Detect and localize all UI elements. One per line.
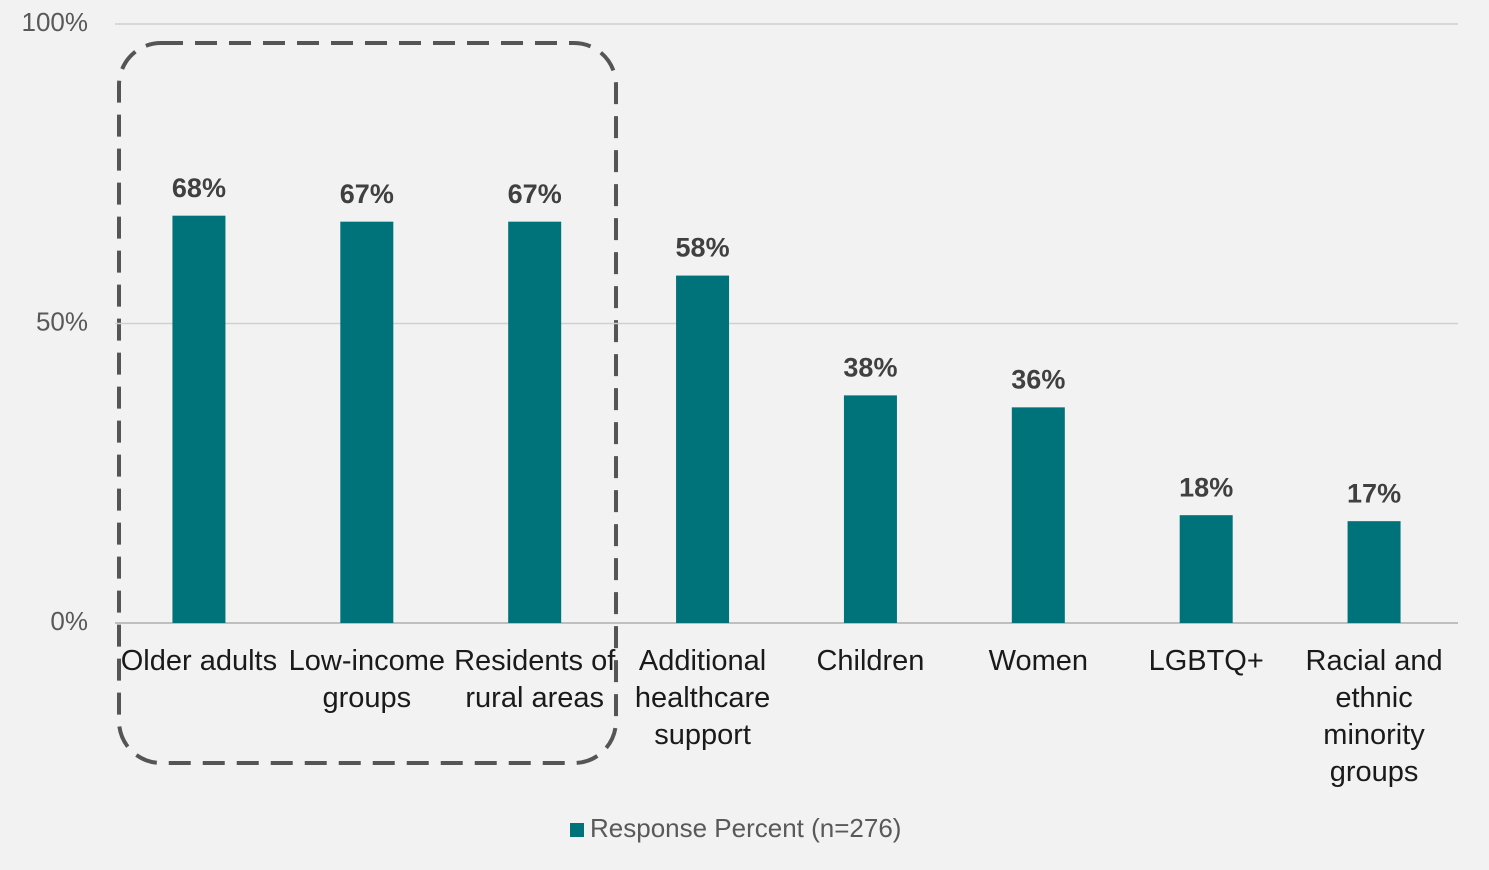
x-tick-label: Children: [816, 645, 925, 677]
data-label: 38%: [843, 353, 897, 383]
bar: [340, 221, 394, 624]
x-tick-label: Additional healthcare support: [634, 645, 771, 751]
data-label: 67%: [340, 179, 394, 209]
x-tick-label: Low-income groups: [288, 645, 445, 714]
x-tick-label: LGBTQ+: [1148, 645, 1264, 677]
data-label: 17%: [1347, 478, 1401, 508]
bar: [172, 215, 226, 623]
x-tick-label: Women: [988, 645, 1088, 677]
data-label: 58%: [676, 233, 730, 263]
y-tick-label: 0%: [50, 606, 88, 636]
legend-swatch: [570, 823, 584, 837]
x-tick-label: Older adults: [120, 645, 278, 677]
bar: [843, 395, 897, 623]
bar: [1011, 407, 1065, 623]
data-label: 36%: [1011, 364, 1065, 394]
x-tick-label: Racial and ethnic minority groups: [1305, 645, 1443, 788]
y-tick-label: 100%: [22, 7, 89, 37]
y-tick-label: 50%: [36, 306, 88, 336]
data-label: 67%: [508, 179, 562, 209]
x-tick-label: Residents of rural areas: [454, 645, 616, 714]
bar: [1347, 521, 1401, 623]
data-label: 68%: [172, 173, 226, 203]
legend-label: Response Percent (n=276): [590, 813, 901, 843]
data-label: 18%: [1179, 472, 1233, 502]
bar: [508, 221, 562, 624]
bar: [676, 275, 730, 623]
highlight-box: [117, 41, 618, 765]
bar: [1179, 515, 1233, 623]
